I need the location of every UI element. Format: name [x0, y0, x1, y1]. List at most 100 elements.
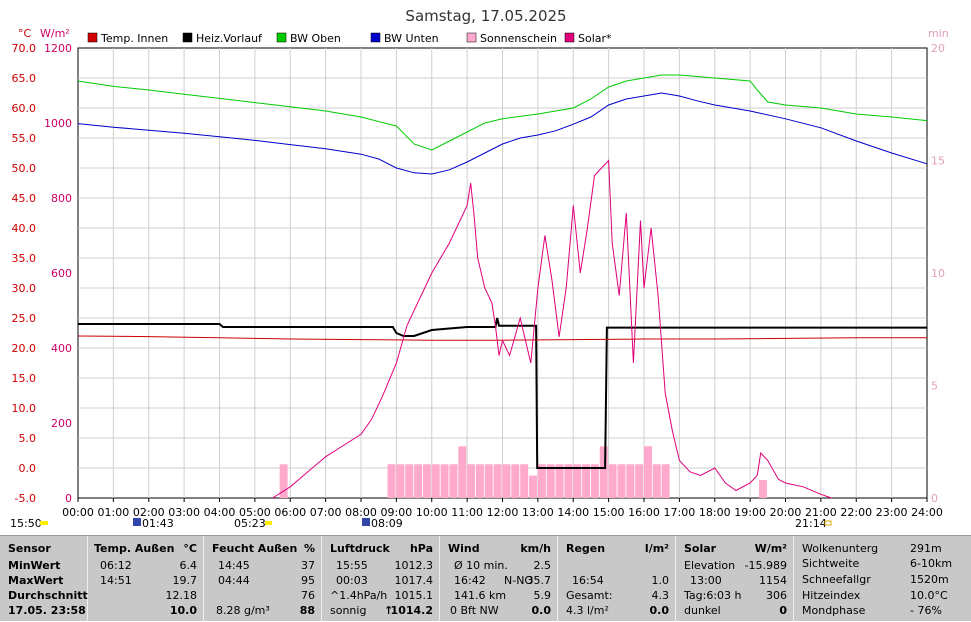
sunshine-bar — [555, 464, 564, 498]
moon-set-time: 08:09 — [371, 517, 403, 530]
sunshine-bar — [422, 464, 431, 498]
sunshine-bar — [652, 464, 661, 498]
y-tick-celsius: 10.0 — [12, 402, 37, 415]
x-tick-label: 06:00 — [274, 506, 306, 519]
sunshine-bars — [279, 446, 767, 498]
legend-swatch — [466, 32, 477, 43]
sunshine-bar — [590, 464, 599, 498]
x-tick-label: 00:00 — [62, 506, 94, 519]
sunshine-bar — [396, 464, 405, 498]
cell: Hitzeindex — [802, 589, 861, 602]
y-tick-solar: 400 — [51, 342, 72, 355]
legend-swatch — [87, 32, 98, 43]
y-tick-celsius: 5.0 — [19, 432, 37, 445]
solar-unit: W/m² — [754, 542, 787, 555]
y-tick-celsius: 65.0 — [12, 72, 37, 85]
feucht-header: Feucht Außen — [212, 542, 298, 555]
y-tick-celsius: -5.0 — [15, 492, 36, 505]
cell: 0.0 — [531, 604, 552, 617]
cell: 2.5 — [533, 559, 552, 572]
chart-title: Samstag, 17.05.2025 — [405, 7, 566, 25]
sunset-icon — [824, 520, 832, 526]
sensor-header: Sensor — [8, 542, 51, 555]
y-tick-celsius: 20.0 — [12, 342, 37, 355]
stats-panel: Sensor MinWert MaxWert Durchschnitt 17.0… — [0, 535, 971, 622]
y-tick-minutes: 15 — [931, 155, 945, 168]
row-label: MaxWert — [8, 574, 64, 587]
cell: sonnig — [330, 604, 367, 617]
sunshine-bar — [564, 464, 573, 498]
row-label: Durchschnitt — [8, 589, 88, 602]
cell: - 76% — [910, 604, 942, 617]
sunshine-bar — [599, 446, 608, 498]
sunset-time: 21:14 — [795, 517, 827, 530]
cell: Wolkenunterg — [802, 542, 879, 555]
cell: 1.0 — [651, 574, 670, 587]
y-tick-solar: 1200 — [44, 42, 72, 55]
sunshine-bar — [502, 464, 511, 498]
luft-header: Luftdruck — [330, 542, 390, 555]
cell: 0 Bft NW — [450, 604, 499, 617]
cell: 5.9 — [533, 589, 552, 602]
cell: Elevation — [684, 559, 736, 572]
stats-luft: Luftdruck hPa 15:55 1012.3 00:03 1017.4 ^1… — [322, 536, 440, 622]
cell: 1015.1 — [394, 589, 434, 602]
y-tick-celsius: 25.0 — [12, 312, 37, 325]
x-tick-label: 03:00 — [168, 506, 200, 519]
stats-feucht: Feucht Außen % 14:45 37 04:44 95 76 8.28 g… — [204, 536, 322, 622]
sunshine-bar — [758, 480, 767, 498]
x-tick-label: 11:00 — [451, 506, 483, 519]
sunshine-bar — [661, 464, 670, 498]
y-tick-minutes: 5 — [931, 380, 938, 393]
regen-header: Regen — [566, 542, 606, 555]
sunshine-bar — [520, 464, 529, 498]
unit-solar: W/m² — [40, 27, 70, 40]
cell: 19.7 — [172, 574, 198, 587]
cell: 4.3 l/m² — [566, 604, 609, 617]
x-tick-label: 15:00 — [593, 506, 625, 519]
cell: 15:55 — [336, 559, 368, 572]
y-axis-minutes: 20 15 10 5 0 — [931, 42, 945, 505]
y-tick-celsius: 60.0 — [12, 102, 37, 115]
legend-label: BW Oben — [290, 32, 341, 45]
grid — [78, 48, 927, 498]
y-tick-celsius: 0.0 — [19, 462, 37, 475]
legend-label: BW Unten — [384, 32, 439, 45]
cell: 76 — [301, 589, 315, 602]
y-tick-celsius: 50.0 — [12, 162, 37, 175]
cell: Schneefallgr — [802, 573, 871, 586]
legend-swatch — [276, 32, 287, 43]
sunshine-bar — [475, 464, 484, 498]
stats-solar: Solar W/m² Elevation -15.989 13:00 1154 Ta… — [676, 536, 794, 622]
temp-header: Temp. Außen — [94, 542, 175, 555]
regen-unit: l/m² — [644, 542, 669, 555]
moon-rise-icon — [133, 518, 141, 526]
x-tick-label: 21:00 — [805, 506, 837, 519]
cell: 1154 — [759, 574, 787, 587]
sunshine-bar — [626, 464, 635, 498]
series-line-bw-oben — [77, 74, 928, 151]
x-tick-label: 12:00 — [487, 506, 519, 519]
cell: 00:03 — [336, 574, 368, 587]
x-axis: 00:00 01:00 02:00 03:00 04:00 05:00 06:00 07:00… — [62, 498, 943, 519]
cell: 6.4 — [179, 559, 198, 572]
row-label: 17.05. 23:58 — [8, 604, 86, 617]
cell: 13:00 — [690, 574, 722, 587]
stats-wind: Wind km/h Ø 10 min. 2.5 16:42 N-NO 35.7 141… — [440, 536, 558, 622]
x-tick-label: 22:00 — [840, 506, 872, 519]
y-tick-celsius: 70.0 — [12, 42, 37, 55]
sunrise-time: 05:23 — [234, 517, 266, 530]
cell: 141.6 km — [454, 589, 507, 602]
y-tick-minutes: 10 — [931, 267, 945, 280]
cell: 1520m — [910, 573, 949, 586]
stats-misc: Wolkenunterg 291m Sichtweite 6-10km Schnee… — [794, 536, 971, 622]
y-tick-solar: 800 — [51, 192, 72, 205]
unit-celsius: °C — [18, 27, 32, 40]
sunshine-bar — [458, 446, 467, 498]
sunshine-bar — [405, 464, 414, 498]
moon-set-icon — [362, 518, 370, 526]
sunshine-bar — [449, 464, 458, 498]
legend-swatch — [182, 32, 193, 43]
left-time: 15:50 — [10, 517, 42, 530]
y-tick-celsius: 45.0 — [12, 192, 37, 205]
